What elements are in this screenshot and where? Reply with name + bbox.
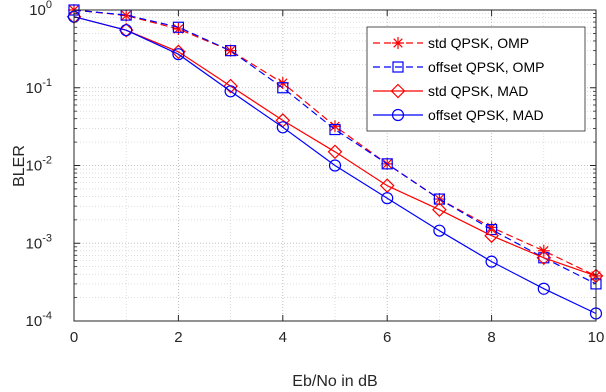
marker-stroke xyxy=(225,45,236,56)
data-point xyxy=(484,228,499,244)
y-tick-label: 10-2 xyxy=(26,155,52,175)
data-point xyxy=(172,21,184,33)
x-tick-label: 2 xyxy=(174,329,182,346)
legend-entry: offset QPSK, OMP xyxy=(373,59,544,75)
data-point xyxy=(172,48,185,61)
data-point xyxy=(486,223,498,236)
y-tick-label: 10-3 xyxy=(26,232,52,252)
marker-stroke xyxy=(393,38,403,48)
legend: std QPSK, OMP offset QPSK, OMP std QPSK, M… xyxy=(366,26,586,132)
legend-marker xyxy=(390,83,406,99)
y-tick-label: 100 xyxy=(29,0,52,19)
data-point xyxy=(381,158,393,170)
legend-label: std QPSK, OMP xyxy=(428,35,529,51)
data-point xyxy=(485,255,498,268)
y-tick-label: 10-1 xyxy=(26,77,52,97)
legend-marker xyxy=(392,61,404,73)
data-point xyxy=(276,121,289,134)
x-tick-label: 0 xyxy=(70,329,78,346)
data-point xyxy=(432,202,447,218)
x-tick-label: 10 xyxy=(588,329,605,346)
legend-entry: std QPSK, MAD xyxy=(373,83,528,99)
data-point xyxy=(433,193,445,205)
series-layer xyxy=(66,4,604,320)
legend-entry: std QPSK, OMP xyxy=(373,35,529,51)
x-tick-label: 4 xyxy=(279,329,287,346)
data-point xyxy=(433,224,446,237)
series-1 xyxy=(68,4,602,290)
data-point xyxy=(223,78,238,94)
legend-marker xyxy=(392,37,404,49)
data-point xyxy=(224,44,237,57)
data-point xyxy=(327,144,343,160)
tick-layer: 10-4 10-3 10-2 10-1 100 0 2 4 6 8 10 xyxy=(26,0,605,346)
series-line xyxy=(73,16,597,277)
series-line xyxy=(73,9,597,285)
series-line xyxy=(73,16,597,315)
marker-stroke xyxy=(330,121,340,131)
y-tick-label: 10-4 xyxy=(26,310,52,330)
x-tick-label: 6 xyxy=(383,329,391,346)
legend-marker xyxy=(391,108,405,122)
legend-entry: offset QPSK, MAD xyxy=(373,107,544,123)
marker-stroke xyxy=(121,10,131,21)
data-point xyxy=(538,252,550,264)
legend-label: offset QPSK, OMP xyxy=(428,59,544,75)
legend-label: std QPSK, MAD xyxy=(428,83,528,99)
legend-label: offset QPSK, MAD xyxy=(428,107,544,123)
data-point xyxy=(120,24,133,37)
data-point xyxy=(277,82,289,94)
data-point xyxy=(537,282,550,295)
x-axis-title: Eb/No in dB xyxy=(292,373,377,390)
data-point xyxy=(224,85,237,98)
data-point xyxy=(329,123,341,136)
data-point xyxy=(328,159,342,172)
x-tick-label: 8 xyxy=(487,329,495,346)
data-point xyxy=(536,250,552,266)
y-axis-title: BLER xyxy=(11,145,28,187)
data-point xyxy=(381,192,394,205)
data-point xyxy=(118,22,134,38)
data-point xyxy=(225,45,237,57)
data-point xyxy=(171,44,186,60)
